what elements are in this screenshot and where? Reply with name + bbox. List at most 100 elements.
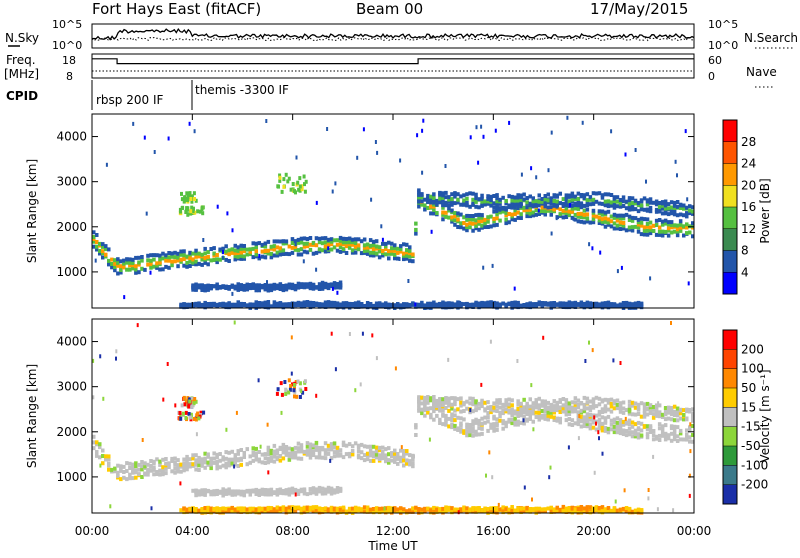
- nsearch-tick-top: 10^5: [708, 18, 738, 31]
- heatmap-cell: [612, 195, 617, 200]
- heatmap-cell: [459, 400, 463, 405]
- heatmap-cell: [221, 455, 225, 460]
- heatmap-cell: [132, 121, 135, 126]
- heatmap-cell: [642, 424, 647, 429]
- heatmap-cell: [624, 300, 629, 305]
- heatmap-cell: [576, 507, 581, 511]
- heatmap-cell: [305, 284, 310, 289]
- heatmap-cell: [239, 506, 244, 511]
- heatmap-cell: [456, 217, 460, 222]
- heatmap-cell: [486, 196, 490, 201]
- heatmap-cell: [453, 211, 457, 215]
- heatmap-cell: [248, 491, 253, 496]
- heatmap-cell: [278, 175, 282, 180]
- heatmap-cell: [585, 396, 590, 401]
- heatmap-cell: [224, 509, 228, 514]
- heatmap-cell: [278, 246, 283, 251]
- heatmap-cell: [636, 303, 641, 308]
- colorbar-tick-label: 50: [741, 381, 756, 395]
- heatmap-cell: [413, 454, 415, 459]
- heatmap-cell: [618, 198, 623, 202]
- nsearch-tick-bottom: 10^0: [708, 39, 738, 52]
- heatmap-cell: [335, 452, 340, 457]
- heatmap-cell: [263, 283, 268, 287]
- heatmap-cell: [540, 403, 545, 408]
- heatmap-cell: [242, 455, 247, 459]
- heatmap-cell: [173, 250, 177, 255]
- heatmap-cell: [402, 454, 406, 459]
- heatmap-cell: [414, 221, 418, 226]
- heatmap-cell: [260, 487, 265, 492]
- heatmap-cell: [486, 300, 490, 305]
- heatmap-cell: [396, 302, 400, 306]
- heatmap-cell: [639, 216, 644, 221]
- heatmap-cell: [593, 415, 596, 420]
- heatmap-cell: [221, 457, 225, 462]
- heatmap-cell: [95, 450, 99, 454]
- heatmap-cell: [555, 199, 560, 204]
- heatmap-cell: [197, 459, 201, 464]
- heatmap-cell: [236, 282, 241, 287]
- heatmap-cell: [612, 302, 617, 307]
- heatmap-cell: [615, 204, 620, 209]
- heatmap-cell: [314, 243, 319, 248]
- heatmap-cell: [531, 302, 536, 307]
- heatmap-cell: [347, 454, 352, 459]
- heatmap-cell: [422, 118, 425, 123]
- heatmap-cell: [393, 256, 397, 261]
- heatmap-cell: [498, 206, 502, 211]
- heatmap-cell: [633, 207, 638, 212]
- heatmap-cell: [296, 300, 301, 305]
- heatmap-cell: [642, 409, 647, 413]
- heatmap-cell: [612, 226, 617, 231]
- heatmap-cell: [441, 217, 445, 222]
- heatmap-cell: [167, 251, 171, 255]
- heatmap-cell: [402, 458, 406, 463]
- heatmap-cell: [233, 489, 238, 494]
- heatmap-cell: [257, 488, 262, 493]
- heatmap-cell: [642, 402, 647, 407]
- heatmap-cell: [197, 468, 201, 472]
- heatmap-cell: [384, 301, 388, 306]
- heatmap-cell: [251, 302, 256, 307]
- heatmap-cell: [606, 506, 611, 510]
- heatmap-cell: [516, 410, 520, 415]
- heatmap-cell: [188, 259, 192, 264]
- heatmap-cell: [537, 509, 542, 514]
- heatmap-cell: [522, 418, 525, 423]
- heatmap-cell: [633, 198, 638, 203]
- heatmap-cell: [555, 302, 560, 307]
- heatmap-cell: [299, 304, 304, 309]
- heatmap-cell: [405, 242, 409, 247]
- heatmap-cell: [158, 257, 162, 262]
- heatmap-cell: [516, 215, 520, 220]
- heatmap-cell: [276, 387, 280, 392]
- heatmap-cell: [209, 258, 213, 263]
- heatmap-cell: [326, 447, 331, 452]
- heatmap-cell: [190, 199, 194, 204]
- heatmap-cell: [278, 507, 283, 511]
- heatmap-cell: [101, 255, 105, 260]
- heatmap-cell: [606, 199, 611, 204]
- heatmap-cell: [206, 302, 210, 306]
- heatmap-cell: [685, 432, 689, 437]
- heatmap-cell: [573, 217, 578, 222]
- heatmap-cell: [428, 437, 431, 442]
- heatmap-cell: [647, 488, 650, 492]
- nave-tick-bottom: 0: [708, 70, 715, 83]
- heatmap-cell: [642, 411, 647, 416]
- heatmap-cell: [600, 415, 605, 420]
- heatmap-cell: [438, 200, 442, 205]
- heatmap-cell: [387, 458, 391, 463]
- heatmap-cell: [468, 204, 472, 209]
- heatmap-cell: [287, 487, 292, 492]
- heatmap-cell: [323, 240, 328, 245]
- heatmap-cell: [519, 420, 523, 425]
- heatmap-cell: [639, 232, 644, 237]
- heatmap-cell: [278, 301, 283, 306]
- heatmap-cell: [287, 252, 292, 257]
- heatmap-cell: [501, 419, 505, 424]
- heatmap-cell: [278, 285, 283, 290]
- heatmap-cell: [543, 301, 548, 306]
- heatmap-cell: [660, 415, 665, 419]
